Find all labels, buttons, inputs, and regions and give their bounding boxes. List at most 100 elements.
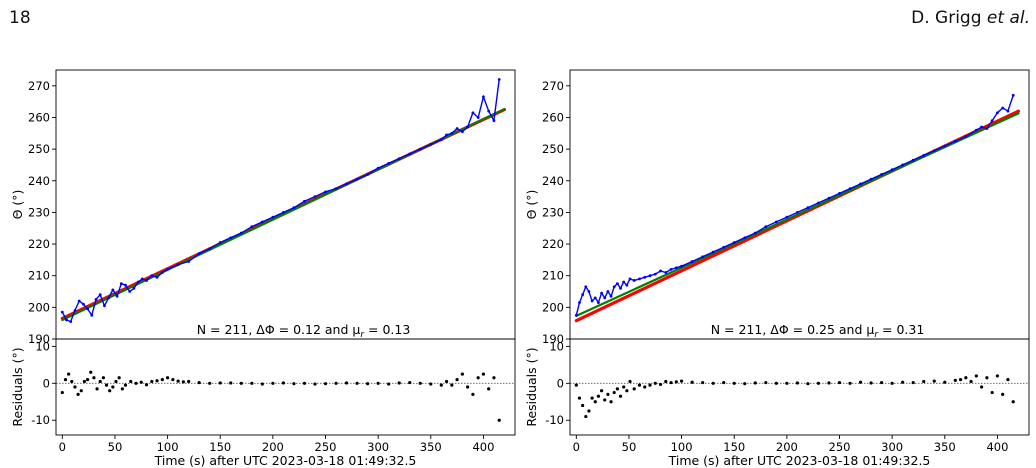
top-axes-frame xyxy=(55,69,516,340)
measured-point xyxy=(584,285,588,289)
residual-point xyxy=(155,379,159,383)
measured-point xyxy=(455,127,459,130)
residual-point xyxy=(603,398,607,402)
residual-point xyxy=(669,380,673,385)
residual-point xyxy=(181,380,185,384)
residual-point xyxy=(129,379,133,384)
residual-point xyxy=(281,381,285,385)
measured-point xyxy=(638,277,641,281)
y-tick-label: 190 xyxy=(28,332,50,346)
measured-point xyxy=(136,280,140,284)
measured-point xyxy=(953,139,957,143)
residual-point xyxy=(476,376,480,380)
measured-point xyxy=(964,135,968,138)
measured-point xyxy=(281,211,285,214)
residual-point xyxy=(176,379,180,383)
residual-point xyxy=(85,378,90,382)
residual-point xyxy=(848,381,852,385)
residual-point xyxy=(82,379,87,384)
residual-point xyxy=(880,380,884,385)
measured-point xyxy=(81,302,85,306)
x-tick-label: 0 xyxy=(59,440,66,454)
y-tick-label: 220 xyxy=(542,237,564,251)
residual-point xyxy=(165,376,170,380)
measured-point xyxy=(817,201,820,205)
measured-point xyxy=(680,264,683,268)
residual-point xyxy=(134,381,138,385)
residual-point xyxy=(1006,378,1010,382)
measured-point xyxy=(615,282,619,286)
y-tick-label: 240 xyxy=(28,174,50,188)
measured-point xyxy=(250,225,254,229)
measured-point xyxy=(345,182,348,186)
measured-point xyxy=(932,149,936,153)
residual-point xyxy=(622,385,626,389)
residual-y-tick-label: -10 xyxy=(545,413,564,427)
residual-point xyxy=(302,381,307,385)
x-tick-label: 250 xyxy=(315,440,337,454)
residual-point xyxy=(932,379,936,383)
measured-point xyxy=(609,294,613,298)
measured-point xyxy=(574,313,578,317)
residual-y-tick-label: 0 xyxy=(43,376,50,390)
measured-point xyxy=(653,272,657,276)
residual-point xyxy=(943,380,947,384)
measured-point xyxy=(260,220,264,224)
residual-point xyxy=(599,389,604,393)
residual-point xyxy=(95,387,99,391)
residual-point xyxy=(606,392,610,396)
residual-point xyxy=(150,379,154,384)
residual-point xyxy=(439,383,443,387)
y-tick-label: 200 xyxy=(542,300,564,314)
measured-point xyxy=(632,279,636,282)
measured-point xyxy=(487,109,491,113)
measured-point xyxy=(690,260,694,263)
residual-point xyxy=(806,382,810,386)
residual-point xyxy=(753,381,757,385)
residual-point xyxy=(123,383,128,387)
residual-point xyxy=(911,380,915,385)
y-tick-label: 260 xyxy=(28,110,50,124)
residual-point xyxy=(995,374,1000,378)
residual-point xyxy=(890,381,894,385)
measured-point xyxy=(119,282,123,286)
measured-point xyxy=(155,275,159,279)
x-tick-label: 200 xyxy=(262,440,284,454)
measured-point xyxy=(711,250,715,254)
measured-point xyxy=(497,78,501,81)
measured-point xyxy=(606,290,610,293)
x-axis-label: Time (s) after UTC 2023-03-18 01:49:32.5 xyxy=(154,453,417,468)
residual-point xyxy=(455,378,459,382)
residual-point xyxy=(964,376,968,380)
residual-point xyxy=(89,370,93,374)
residual-point xyxy=(497,418,501,422)
residual-point xyxy=(980,385,984,389)
y-tick-label: 200 xyxy=(28,300,50,314)
residual-point xyxy=(618,394,623,398)
measured-point xyxy=(86,307,89,311)
y-tick-label: 250 xyxy=(28,142,50,156)
measured-point xyxy=(150,274,154,278)
measured-point xyxy=(492,119,496,123)
measured-series-line xyxy=(61,79,500,323)
y-tick-label: 250 xyxy=(542,142,564,156)
residual-y-tick-label: 10 xyxy=(549,339,564,353)
residual-point xyxy=(114,379,118,384)
measured-point xyxy=(1006,109,1010,113)
y-tick-label: 220 xyxy=(28,237,50,251)
measured-point xyxy=(450,131,454,135)
residual-point xyxy=(690,380,694,384)
page-number: 18 xyxy=(9,8,31,28)
residual-point xyxy=(444,379,449,384)
x-tick-label: 350 xyxy=(934,440,956,454)
measured-point xyxy=(664,271,668,274)
measured-point xyxy=(597,301,600,305)
fit-line-green xyxy=(575,112,1020,317)
x-tick-label: 250 xyxy=(829,440,851,454)
residual-point xyxy=(596,394,601,398)
residual-point xyxy=(922,379,926,384)
residual-point xyxy=(79,389,83,393)
residual-point xyxy=(609,400,613,404)
measured-point xyxy=(743,236,747,240)
